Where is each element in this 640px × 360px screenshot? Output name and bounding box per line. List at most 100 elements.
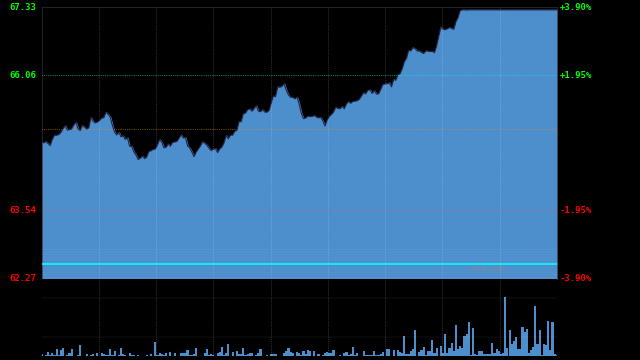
Bar <box>528 353 530 356</box>
Bar <box>517 349 519 356</box>
Bar <box>552 322 554 356</box>
Bar <box>485 354 487 356</box>
Bar <box>227 344 229 356</box>
Bar <box>538 330 541 356</box>
Bar <box>554 354 556 356</box>
Bar <box>324 353 326 356</box>
Text: +3.90%: +3.90% <box>559 3 591 12</box>
Bar <box>161 354 163 356</box>
Bar <box>459 346 461 356</box>
Bar <box>189 355 191 356</box>
Bar <box>401 353 403 356</box>
Text: -3.90%: -3.90% <box>559 274 591 283</box>
Bar <box>425 355 427 356</box>
Bar <box>244 355 246 356</box>
Bar <box>249 353 251 356</box>
Bar <box>47 352 49 356</box>
Bar <box>349 354 352 356</box>
Bar <box>97 353 99 356</box>
Bar <box>118 355 120 356</box>
Bar <box>530 350 532 356</box>
Bar <box>506 348 509 356</box>
Bar <box>515 337 517 356</box>
Bar <box>255 355 257 356</box>
Bar <box>120 348 122 356</box>
Bar <box>195 348 197 356</box>
Bar <box>500 354 502 356</box>
Text: -1.95%: -1.95% <box>559 206 591 215</box>
Bar <box>182 353 184 356</box>
Bar <box>309 351 311 356</box>
Bar <box>113 351 116 356</box>
Bar <box>470 355 472 356</box>
Bar <box>408 354 410 356</box>
Bar <box>298 353 300 356</box>
Bar <box>62 348 64 356</box>
Bar <box>105 355 107 356</box>
Bar <box>547 321 549 356</box>
Bar <box>429 351 431 356</box>
Bar <box>156 355 159 356</box>
Bar <box>472 328 474 356</box>
Bar <box>399 352 401 356</box>
Bar <box>483 354 485 356</box>
Bar <box>51 353 53 356</box>
Bar <box>180 354 182 356</box>
Bar <box>449 348 451 356</box>
Bar <box>371 355 373 356</box>
Bar <box>307 350 309 356</box>
Bar <box>53 355 56 356</box>
Bar <box>420 350 422 356</box>
Bar <box>457 350 459 356</box>
Bar <box>251 354 253 356</box>
Bar <box>382 352 384 356</box>
Bar <box>431 340 433 356</box>
Bar <box>326 352 328 356</box>
Bar <box>410 351 412 356</box>
Bar <box>40 354 43 356</box>
Bar <box>90 355 92 356</box>
Bar <box>522 327 524 356</box>
Bar <box>225 353 227 356</box>
Bar <box>259 349 262 356</box>
Bar <box>414 330 416 356</box>
Bar <box>137 355 140 356</box>
Bar <box>435 348 438 356</box>
Bar <box>131 355 133 356</box>
Bar <box>56 349 58 356</box>
Bar <box>246 354 249 356</box>
Bar <box>519 349 522 356</box>
Bar <box>303 351 305 356</box>
Bar <box>525 329 528 356</box>
Bar <box>159 353 161 356</box>
Bar <box>232 352 234 356</box>
Bar <box>388 349 390 356</box>
Bar <box>186 350 189 356</box>
Bar <box>455 325 457 356</box>
Bar <box>419 352 420 356</box>
Bar <box>403 336 406 356</box>
Bar <box>492 343 493 356</box>
Bar <box>122 354 124 356</box>
Bar <box>86 354 88 356</box>
Bar <box>440 346 442 356</box>
Bar <box>487 354 489 356</box>
Bar <box>406 354 408 356</box>
Text: 66.06: 66.06 <box>10 71 36 80</box>
Bar <box>346 352 348 356</box>
Bar <box>513 341 515 356</box>
Bar <box>240 354 243 356</box>
Bar <box>317 355 319 356</box>
Bar <box>433 353 435 356</box>
Bar <box>273 354 275 356</box>
Bar <box>380 354 382 356</box>
Bar <box>339 355 341 356</box>
Bar <box>173 354 176 356</box>
Bar <box>204 353 206 356</box>
Bar <box>493 353 495 356</box>
Bar <box>322 355 324 356</box>
Bar <box>461 348 463 356</box>
Bar <box>79 345 81 356</box>
Bar <box>536 344 538 356</box>
Bar <box>300 355 303 356</box>
